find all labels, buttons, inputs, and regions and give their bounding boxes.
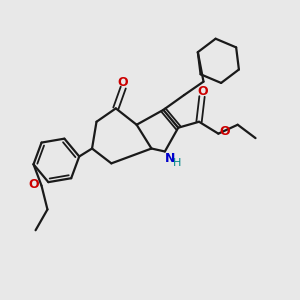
Text: H: H bbox=[173, 158, 182, 168]
Text: O: O bbox=[198, 85, 208, 98]
Text: O: O bbox=[117, 76, 128, 89]
Text: O: O bbox=[220, 125, 230, 138]
Text: N: N bbox=[165, 152, 175, 164]
Text: O: O bbox=[28, 178, 39, 191]
